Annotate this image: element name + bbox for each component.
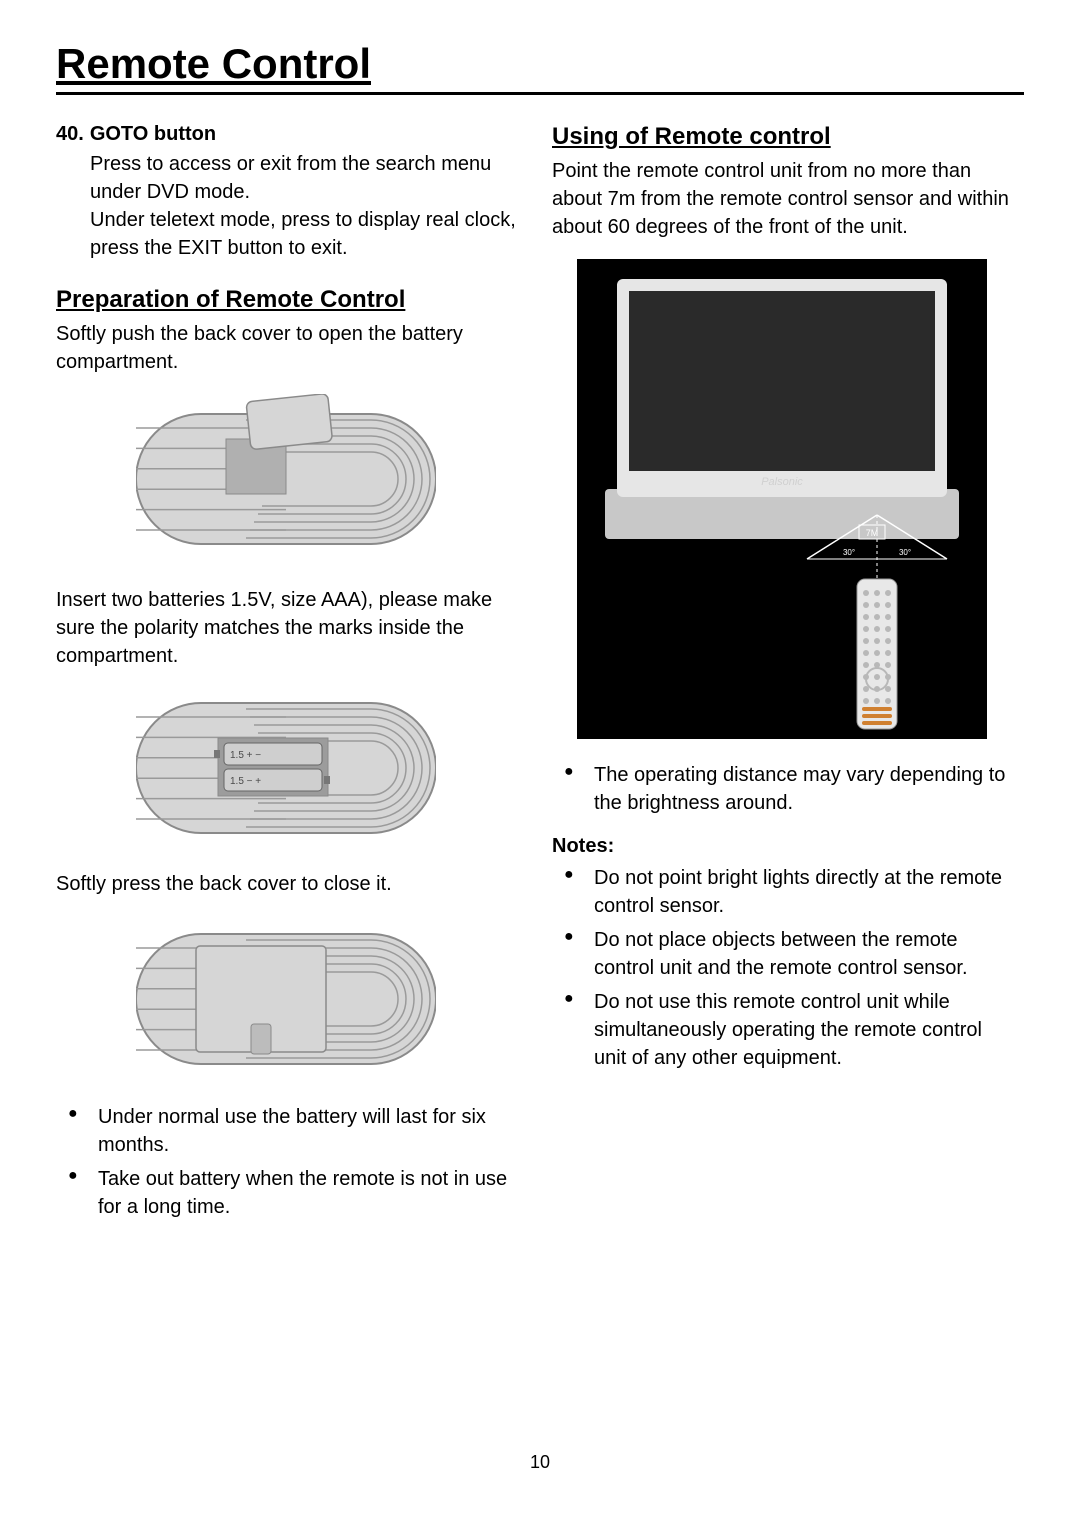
prep-bullets: Under normal use the battery will last f… (56, 1103, 516, 1221)
item40-number: 40. (56, 123, 84, 146)
list-item: Do not use this remote control unit whil… (564, 988, 1012, 1072)
prep-p3: Softly press the back cover to close it. (56, 870, 516, 898)
item40-body: Press to access or exit from the search … (90, 150, 516, 262)
prep-p2: Insert two batteries 1.5V, size AAA), pl… (56, 586, 516, 670)
item40-label: GOTO button (90, 123, 216, 146)
item40-desc2: Under teletext mode, press to display re… (90, 206, 516, 262)
page-number: 10 (0, 1452, 1080, 1473)
prep-heading: Preparation of Remote Control (56, 286, 516, 314)
prep-p1: Softly push the back cover to open the b… (56, 320, 516, 376)
remote-closed-illustration (56, 916, 516, 1081)
list-item: Do not point bright lights directly at t… (564, 864, 1012, 920)
right-column: Using of Remote control Point the remote… (552, 123, 1012, 1239)
svg-text:1.5 − +: 1.5 − + (230, 776, 261, 787)
notes-heading: Notes: (552, 835, 1012, 858)
svg-text:30°: 30° (899, 548, 911, 557)
item40-desc1: Press to access or exit from the search … (90, 150, 516, 206)
svg-text:Palsonic: Palsonic (761, 476, 803, 488)
title-rule (56, 92, 1024, 95)
svg-text:1.5 + −: 1.5 + − (230, 750, 261, 761)
page-title: Remote Control (56, 40, 1024, 88)
using-p1: Point the remote control unit from no mo… (552, 157, 1012, 241)
left-column: 40. GOTO button Press to access or exit … (56, 123, 516, 1239)
tv-remote-illustration: Palsonic 7M 30° 30° (552, 259, 1012, 739)
notes-bullets: Do not point bright lights directly at t… (552, 864, 1012, 1072)
svg-text:7M: 7M (866, 528, 879, 538)
content-columns: 40. GOTO button Press to access or exit … (56, 123, 1024, 1239)
list-item: Under normal use the battery will last f… (68, 1103, 516, 1159)
list-item: Do not place objects between the remote … (564, 926, 1012, 982)
using-bullets: The operating distance may vary dependin… (552, 761, 1012, 817)
using-heading: Using of Remote control (552, 123, 1012, 151)
list-item: Take out battery when the remote is not … (68, 1165, 516, 1221)
remote-batteries-illustration: 1.5 + − 1.5 − + (56, 688, 516, 848)
svg-text:30°: 30° (843, 548, 855, 557)
remote-open-illustration (56, 394, 516, 564)
item40-header: 40. GOTO button (56, 123, 516, 146)
list-item: The operating distance may vary dependin… (564, 761, 1012, 817)
